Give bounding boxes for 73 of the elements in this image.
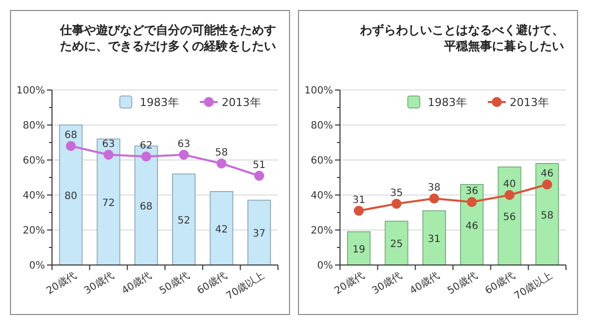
y-tick-label: 80%	[310, 120, 333, 132]
point	[254, 170, 264, 181]
data-label: 40	[503, 179, 516, 190]
bar	[460, 184, 484, 266]
data-label: 80	[64, 191, 78, 202]
point	[504, 190, 514, 200]
point	[66, 141, 76, 151]
data-label: 31	[352, 194, 366, 206]
bar	[247, 200, 271, 266]
chart-title: 仕事や遊びなどで自分の可能性をためすために、できるだけ多くの経験をしたい	[59, 23, 276, 53]
data-label: 31	[428, 234, 441, 245]
bar	[59, 124, 83, 266]
x-tick-label: 30歳代	[370, 269, 404, 297]
x-tick-label: 40歳代	[120, 269, 154, 297]
point	[429, 194, 440, 204]
point	[141, 152, 152, 162]
point	[354, 206, 364, 216]
chart-title: わずらわしいことはなるべく避けて、平穏無事に暮らしたい	[359, 23, 564, 53]
point	[466, 197, 477, 207]
x-tick-label: 20歳代	[332, 269, 366, 297]
data-label: 68	[140, 202, 153, 212]
bar	[422, 210, 446, 266]
y-tick-label: 0%	[29, 260, 45, 272]
bar	[498, 166, 522, 266]
legend-label: 1983年	[428, 96, 467, 109]
bar	[384, 220, 408, 266]
legend-label: 2013年	[510, 96, 549, 109]
data-label: 46	[465, 220, 478, 232]
data-label: 46	[540, 168, 554, 180]
y-tick-label: 40%	[310, 190, 333, 202]
data-label: 72	[102, 198, 115, 209]
data-label: 56	[503, 212, 516, 223]
y-tick-label: 0%	[317, 260, 333, 272]
data-label: 19	[352, 244, 366, 256]
data-label: 36	[465, 186, 478, 197]
y-tick-label: 20%	[22, 226, 45, 236]
bar	[210, 191, 234, 266]
point	[216, 158, 226, 168]
y-tick-label: 20%	[310, 226, 333, 236]
y-tick-label: 60%	[22, 156, 45, 166]
x-tick-label: 50歳代	[157, 269, 192, 297]
bar	[535, 163, 559, 266]
point	[178, 150, 189, 160]
point	[104, 150, 114, 160]
bar	[96, 138, 120, 266]
point	[392, 198, 402, 209]
data-label: 25	[390, 239, 403, 250]
data-label: 62	[140, 140, 153, 152]
x-tick-label: 40歳代	[408, 269, 442, 297]
y-tick-label: 40%	[22, 190, 45, 202]
legend-label: 2013年	[222, 96, 261, 109]
data-label: 63	[177, 138, 190, 150]
bar	[347, 231, 371, 266]
data-label: 35	[390, 188, 403, 199]
y-tick-label: 80%	[22, 120, 45, 132]
y-tick-label: 100%	[304, 86, 333, 96]
data-label: 42	[215, 224, 228, 236]
x-tick-label: 50歳代	[445, 269, 480, 297]
data-label: 63	[102, 138, 115, 150]
data-label: 37	[252, 228, 266, 240]
bar	[172, 174, 196, 266]
data-label: 52	[177, 216, 190, 226]
point	[542, 180, 552, 190]
y-tick-label: 60%	[310, 156, 333, 166]
data-label: 58	[215, 148, 228, 158]
data-label: 51	[252, 160, 266, 171]
y-tick-label: 100%	[16, 86, 45, 96]
x-tick-label: 20歳代	[44, 269, 78, 297]
data-label: 68	[64, 130, 78, 141]
legend-label: 1983年	[140, 96, 179, 109]
x-tick-label: 30歳代	[82, 269, 116, 297]
data-label: 58	[540, 210, 554, 222]
data-label: 38	[428, 182, 441, 194]
